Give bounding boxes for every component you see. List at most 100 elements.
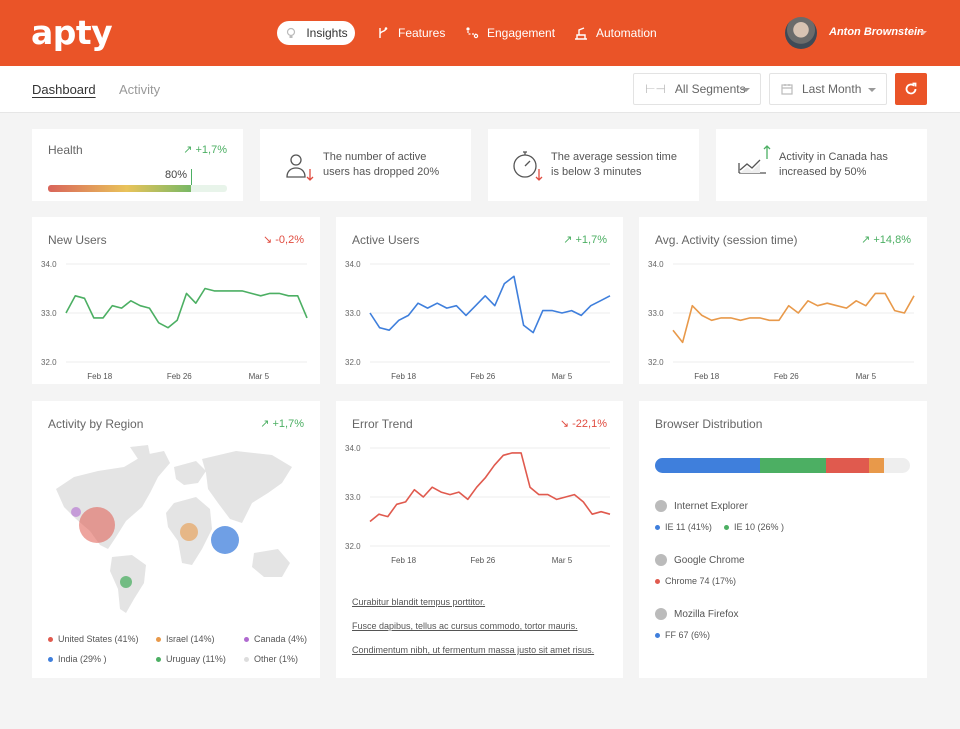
region-delta-value: +1,7% <box>272 418 305 430</box>
y-tick-label: 34.0 <box>345 444 361 453</box>
browser-chrome: Google Chrome <box>655 554 745 566</box>
region-legend-item: Other (1%) <box>244 654 298 664</box>
new-users-delta: ↘ -0,2% <box>263 233 304 246</box>
info-users-line1: The number of active <box>323 151 427 163</box>
avg-activity-delta: ↗ +14,8% <box>861 233 911 246</box>
browser-ie: Internet Explorer <box>655 500 748 512</box>
region-legend-label: Uruguay (11%) <box>166 654 226 664</box>
legend-ie11: IE 11 (41%) <box>655 522 712 532</box>
user-down-icon <box>286 154 314 181</box>
bubble-israel[interactable] <box>180 523 198 541</box>
browser-bar-segment[interactable] <box>825 458 870 473</box>
bubble-canada[interactable] <box>71 507 81 517</box>
sub-toolbar: Dashboard Activity ⊢⊣ All Segments Last … <box>0 66 960 113</box>
health-card: Health ↗ +1,7% 80% <box>32 129 243 201</box>
new-users-delta-value: -0,2% <box>275 234 304 246</box>
browser-title: Browser Distribution <box>655 417 763 431</box>
browser-card: Browser Distribution Internet Explorer I… <box>639 401 927 678</box>
nav-insights[interactable]: Insights <box>277 21 355 45</box>
error-link-1[interactable]: Curabitur blandit tempus porttitor. <box>352 597 486 607</box>
nav-automation[interactable]: Automation <box>574 21 657 45</box>
new-users-card: New Users ↘ -0,2% 34.0 33.0 32.0 Feb 18 Feb … <box>32 217 320 384</box>
error-trend-title: Error Trend <box>352 417 413 431</box>
bubble-india[interactable] <box>211 526 239 554</box>
legend-dot <box>655 524 660 530</box>
new-users-chart: 34.0 33.0 32.0 Feb 18 Feb 26 Mar 5 <box>41 260 308 381</box>
health-bar-fill <box>48 185 192 192</box>
x-tick-label: Feb 26 <box>470 556 495 565</box>
error-link-3[interactable]: Condimentum nibh, ut fermentum massa jus… <box>352 645 595 655</box>
logo[interactable]: apty <box>31 13 113 52</box>
avg-activity-card: Avg. Activity (session time) ↗ +14,8% 34… <box>639 217 927 384</box>
region-card: Activity by Region ↗ +1,7% United States… <box>32 401 320 678</box>
bulb-icon <box>287 27 296 38</box>
browser-firefox-label: Mozilla Firefox <box>674 608 739 620</box>
browser-bar-segment[interactable] <box>869 458 885 473</box>
active-users-title: Active Users <box>352 233 420 247</box>
y-tick-label: 34.0 <box>648 260 664 269</box>
series-line <box>672 292 915 344</box>
nav-automation-label: Automation <box>596 26 657 40</box>
active-users-chart: 34.0 33.0 32.0 Feb 18 Feb 26 Mar 5 <box>345 260 611 381</box>
region-legend-label: Other (1%) <box>254 654 299 664</box>
tab-activity[interactable]: Activity <box>119 82 161 97</box>
browser-stacked-bar <box>655 458 910 473</box>
series-line <box>65 287 308 329</box>
refresh-button[interactable] <box>895 73 927 105</box>
x-tick-label: Feb 26 <box>167 372 192 381</box>
avatar[interactable] <box>785 17 817 49</box>
browser-bar-segment[interactable] <box>884 458 910 473</box>
growth-chart-icon <box>738 145 771 174</box>
legend-dot <box>244 656 249 662</box>
region-bubbles <box>71 507 239 588</box>
browser-chrome-label: Google Chrome <box>674 554 745 566</box>
info-canada-line1: Activity in Canada has <box>779 151 888 163</box>
nav-engagement[interactable]: Engagement <box>465 21 555 45</box>
segments-select[interactable]: ⊢⊣ All Segments <box>633 73 761 105</box>
x-tick-label: Mar 5 <box>552 372 573 381</box>
legend-ie11-label: IE 11 (41%) <box>665 522 712 532</box>
health-value: 80% <box>165 169 188 181</box>
region-legend-item: Canada (4%) <box>244 634 307 644</box>
avg-activity-chart: 34.0 33.0 32.0 Feb 18 Feb 26 Mar 5 <box>648 260 915 381</box>
legend-dot <box>156 636 161 642</box>
series-line <box>369 275 611 334</box>
legend-chrome74: Chrome 74 (17%) <box>655 576 736 586</box>
info-canada-line2: increased by 50% <box>779 166 867 178</box>
legend-dot <box>156 656 161 662</box>
legend-dot <box>48 656 53 662</box>
series-line <box>369 452 611 523</box>
info-session-line2: is below 3 minutes <box>551 166 642 178</box>
error-link-2[interactable]: Fusce dapibus, tellus ac cursus commodo,… <box>352 621 578 631</box>
arrow-up-right-icon: ↗ <box>563 234 573 246</box>
info-users-line2: users has dropped 20% <box>323 166 440 178</box>
tab-dashboard[interactable]: Dashboard <box>32 82 96 97</box>
x-tick-label: Mar 5 <box>552 556 573 565</box>
chevron-down-icon <box>742 88 750 92</box>
info-card-canada: Activity in Canada has increased by 50% <box>716 129 927 201</box>
chevron-down-icon[interactable] <box>919 31 927 35</box>
legend-ff67-label: FF 67 (6%) <box>665 630 711 640</box>
region-legend-label: Canada (4%) <box>254 634 308 644</box>
browser-bar-segment[interactable] <box>655 458 760 473</box>
y-tick-label: 32.0 <box>648 358 664 367</box>
region-delta: ↗ +1,7% <box>260 417 304 430</box>
y-tick-label: 33.0 <box>41 309 57 318</box>
bubble-united-states[interactable] <box>79 507 115 543</box>
bubble-uruguay[interactable] <box>120 576 132 588</box>
legend-ie10-label: IE 10 (26% ) <box>734 522 785 532</box>
nav-engagement-label: Engagement <box>487 26 556 40</box>
region-title: Activity by Region <box>48 417 144 431</box>
branch-icon <box>379 27 388 38</box>
nav-features[interactable]: Features <box>376 21 445 45</box>
user-name[interactable]: Anton Brownstein <box>829 26 924 38</box>
period-select[interactable]: Last Month <box>769 73 887 105</box>
health-delta-value: +1,7% <box>195 144 228 156</box>
browser-bar-segment[interactable] <box>759 458 826 473</box>
avg-activity-title: Avg. Activity (session time) <box>655 233 798 247</box>
x-tick-label: Feb 18 <box>87 372 112 381</box>
error-trend-delta: ↘ -22,1% <box>560 417 607 430</box>
legend-dot <box>244 636 249 642</box>
legend-dot <box>48 636 53 642</box>
region-legend-label: India (29% ) <box>58 654 107 664</box>
